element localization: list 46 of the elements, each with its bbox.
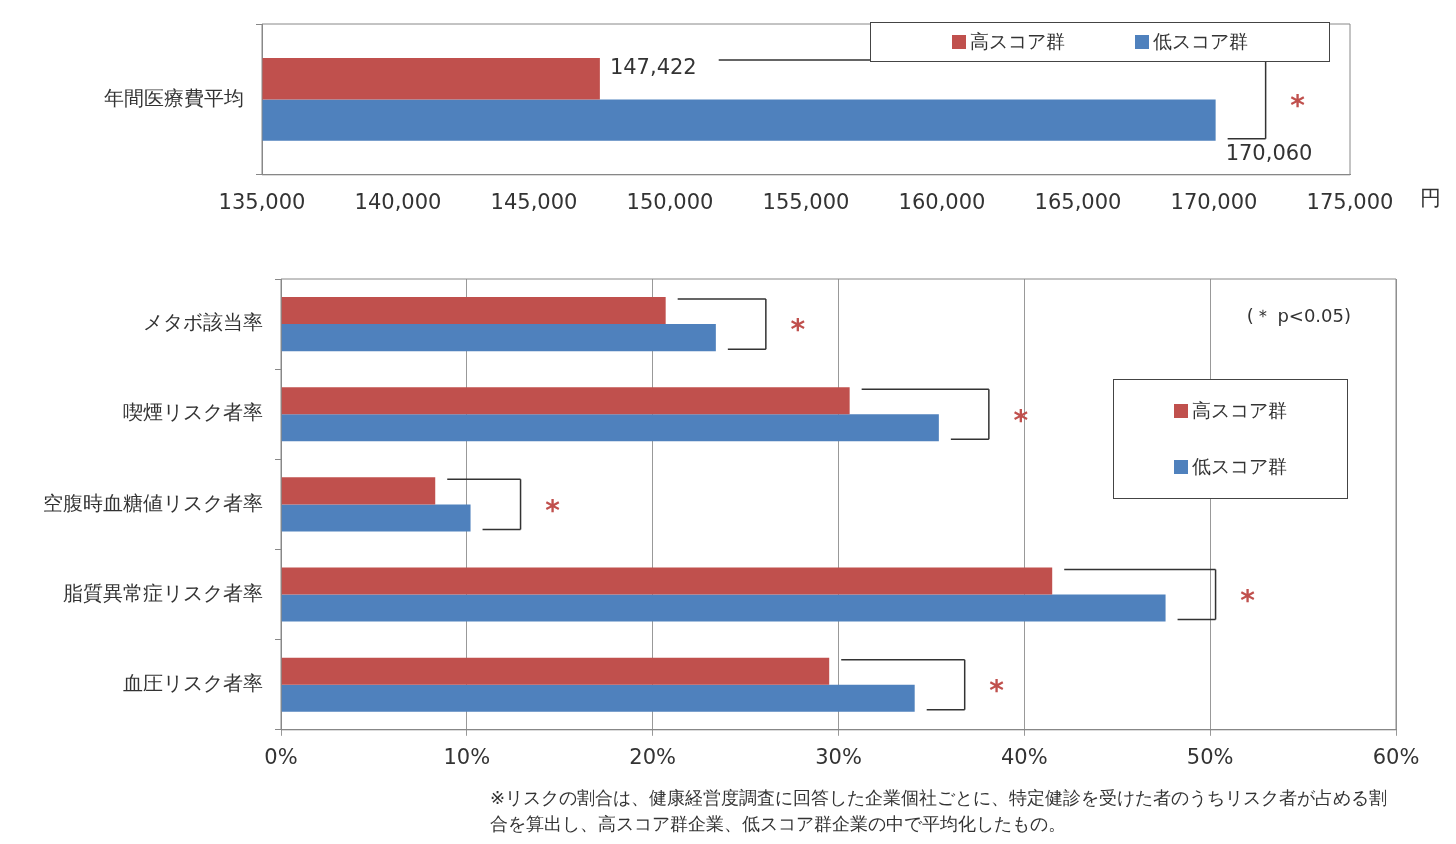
text: ※リスクの割合は、健康経営度調査に回答した企業個社ごとに、特定健診を受けた者のうちリスク者が占める割合を算出し、高スコア群企業、低スコア群企業の中で平均化したもの。 [490, 786, 1389, 836]
annotation: * [545, 493, 561, 527]
annotation: * [989, 674, 1005, 707]
data-label: 147,422 [609, 54, 697, 79]
x-tick-label: 20% [629, 744, 677, 769]
bar [281, 324, 716, 352]
bar [281, 387, 850, 415]
x-tick-label: 160,000 [898, 189, 986, 214]
legend-label: 低スコア群 [1153, 29, 1248, 54]
legend-label: 低スコア群 [1192, 454, 1287, 479]
x-tick-label: 140,000 [354, 189, 442, 214]
x-tick-label: 175,000 [1306, 189, 1394, 214]
bar [281, 594, 1166, 622]
bar [281, 504, 471, 532]
annotation: (＊ p<0.05) [1246, 304, 1351, 328]
x-tick-label: 145,000 [490, 189, 578, 214]
annotation: * [1290, 88, 1306, 122]
bar [281, 684, 915, 712]
x-tick-label: 135,000 [218, 189, 306, 214]
legend-label: 高スコア群 [970, 29, 1065, 54]
x-tick-label: 50% [1186, 744, 1234, 769]
x-tick-label: 40% [1000, 744, 1048, 769]
bar [281, 477, 436, 505]
y-tick-label: 脂質異常症リスク者率 [63, 580, 263, 605]
x-tick-label: 150,000 [626, 189, 714, 214]
y-tick-label: メタボ該当率 [143, 310, 263, 335]
annotation: * [1240, 583, 1256, 617]
bar [281, 414, 939, 442]
y-tick-label: 喫煙リスク者率 [123, 400, 263, 425]
x-tick-label: 155,000 [762, 189, 850, 214]
bar [281, 567, 1053, 595]
y-tick-label: 年間医療費平均 [104, 85, 244, 110]
y-tick-label: 空腹時血糖値リスク者率 [43, 490, 263, 515]
y-tick-label: 血圧リスク者率 [123, 670, 263, 695]
legend-label: 高スコア群 [1192, 398, 1287, 423]
data-label: 170,060 [1225, 141, 1313, 166]
x-tick-label: 170,000 [1170, 189, 1258, 214]
bar [281, 297, 666, 325]
annotation: * [790, 313, 806, 347]
x-tick-label: 30% [815, 744, 862, 769]
x-tick-label: 165,000 [1034, 189, 1122, 214]
x-tick-label: 0% [264, 744, 298, 769]
x-axis-title: 円 [1420, 186, 1441, 211]
x-tick-label: 10% [443, 744, 491, 769]
bar [281, 657, 830, 685]
x-tick-label: 60% [1372, 744, 1420, 769]
